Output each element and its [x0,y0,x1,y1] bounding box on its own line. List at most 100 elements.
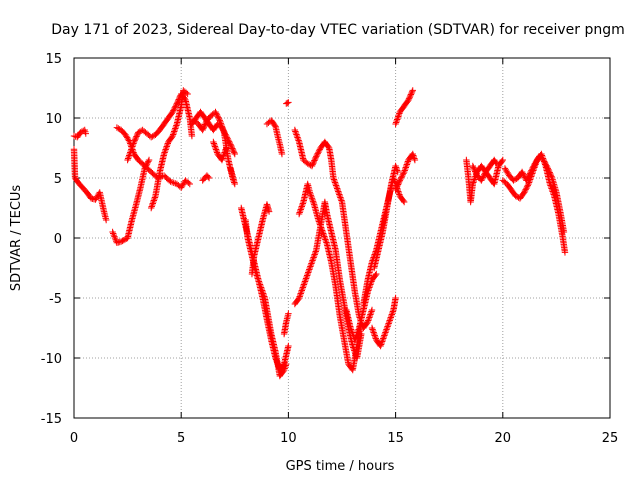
data-point [298,204,305,212]
data-point [213,147,220,155]
data-point [309,257,316,264]
data-point [403,162,410,170]
data-point [172,125,179,132]
data-point [312,154,319,161]
data-point [144,159,151,166]
data-point [411,155,418,162]
data-point [284,99,291,107]
data-point [336,192,344,200]
data-point [369,326,376,333]
data-point [545,167,553,175]
data-point [303,272,311,279]
data-point [298,288,305,296]
data-point [493,160,500,167]
data-point [388,311,396,318]
y-tick-label: -10 [41,352,62,367]
data-point [527,168,534,176]
data-point [525,173,532,180]
data-point [281,365,288,372]
data-point [408,89,415,97]
data-point [315,216,322,224]
data-point [200,124,208,131]
data-point [322,237,330,245]
data-point [480,173,487,180]
data-point [163,143,170,150]
series-s24 [392,150,419,194]
data-point [128,144,136,152]
data-point [392,119,400,126]
data-point [347,324,354,332]
data-point [393,117,400,125]
data-point [212,108,219,116]
data-point [331,179,339,186]
data-point [132,136,139,143]
data-point [347,326,355,333]
data-point [499,156,506,164]
data-point [210,138,217,146]
data-point [219,126,227,133]
data-point [229,146,237,154]
data-point [518,168,526,176]
data-point [285,342,292,350]
data-point [522,186,529,193]
data-point [201,121,209,128]
data-point [164,140,171,147]
data-point [386,317,393,324]
data-point [227,165,234,172]
data-point [298,287,305,294]
data-point [227,141,234,148]
data-point [113,124,121,131]
data-point [541,159,549,166]
data-point [260,291,267,299]
data-point [220,127,227,135]
data-point [171,126,178,134]
data-point [173,100,181,107]
data-point [303,273,310,281]
data-point [130,138,138,146]
data-point [394,114,401,122]
x-tick-label: 15 [387,431,404,446]
data-point [109,228,116,236]
data-point [364,318,371,326]
data-point [383,324,391,332]
data-point [352,335,359,342]
data-point [321,234,329,242]
series-s22 [368,294,399,350]
data-point [297,290,304,297]
data-point [384,323,391,330]
data-point [145,156,153,164]
data-point [285,99,292,106]
data-point [410,152,417,159]
data-point [185,179,192,186]
data-point [258,285,265,293]
data-point [409,87,416,94]
data-point [230,148,237,155]
data-point [299,201,306,209]
data-point [310,252,318,260]
data-point [543,162,550,169]
data-point [202,119,209,127]
data-point [400,197,407,204]
data-point [302,275,310,282]
data-point [293,132,301,140]
data-point [132,134,140,142]
series-s3 [109,156,153,246]
data-point [330,176,338,183]
data-point [228,143,235,151]
data-point [472,169,480,177]
data-point [299,285,306,293]
data-point [393,184,401,191]
x-tick-label: 20 [495,431,512,446]
series-s19 [295,180,365,374]
data-point [541,158,548,165]
data-point [147,134,155,141]
data-point [372,335,379,342]
data-point [402,164,409,171]
data-point [542,161,549,168]
data-point [124,155,132,162]
data-point [212,144,219,152]
data-point [524,182,532,189]
data-point [394,168,401,176]
x-axis-label: GPS time / hours [286,459,395,474]
data-point [168,179,176,186]
